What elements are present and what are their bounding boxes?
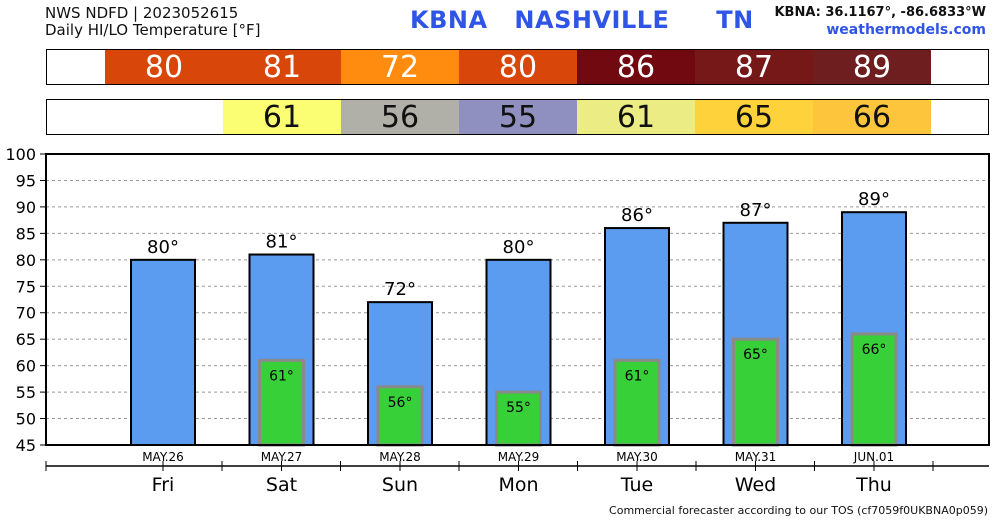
- lo-temp-cell: 65: [695, 100, 813, 135]
- x-day-label: Wed: [735, 474, 776, 496]
- hi-temp-cell: 81: [223, 50, 341, 85]
- y-tick-label: 80: [16, 251, 36, 270]
- lo-bar-label: 66°: [862, 342, 887, 358]
- lo-bar: [732, 337, 779, 447]
- hi-temp-cell: 89: [813, 50, 931, 85]
- hi-bar-label: 80°: [147, 237, 179, 258]
- lo-temperature-strip: 61 56 55 61 65 66: [46, 99, 989, 135]
- x-date-label: MAY.29: [498, 450, 540, 464]
- lo-bar: [850, 332, 898, 447]
- lo-temp-cell: 61: [223, 100, 341, 135]
- hi-temp-cell: 72: [341, 50, 459, 85]
- x-day-label: Tue: [620, 474, 653, 496]
- hi-temp-cell: 87: [695, 50, 813, 85]
- hi-temp-cell: 80: [105, 50, 223, 85]
- lo-temp-cell: 66: [813, 100, 931, 135]
- station-title: KBNA NASHVILLE TN: [410, 6, 754, 34]
- product-title: NWS NDFD | 2023052615: [45, 4, 239, 22]
- y-tick-label: 55: [16, 383, 36, 402]
- x-day-label: Mon: [498, 474, 538, 496]
- station-coordinates: KBNA: 36.1167°, -86.6833°W: [774, 5, 986, 20]
- lo-temp-cell: 55: [459, 100, 577, 135]
- lo-bar-label: 61°: [269, 368, 294, 384]
- y-tick-label: 70: [16, 304, 36, 323]
- station-city: NASHVILLE: [514, 6, 670, 34]
- station-state: TN: [716, 6, 754, 34]
- lo-temp-cell: 56: [341, 100, 459, 135]
- x-day-label: Thu: [855, 474, 892, 496]
- y-tick-label: 60: [16, 357, 36, 376]
- hi-temp-cell: 80: [459, 50, 577, 85]
- y-tick-label: 75: [16, 277, 36, 296]
- site-link[interactable]: weathermodels.com: [826, 22, 986, 38]
- x-date-label: MAY.26: [142, 450, 184, 464]
- hi-bar-label: 81°: [266, 232, 298, 253]
- product-subtitle: Daily HI/LO Temperature [°F]: [45, 21, 261, 39]
- lo-bar: [258, 358, 305, 447]
- x-day-label: Sat: [266, 474, 297, 496]
- y-tick-label: 50: [16, 410, 36, 429]
- lo-bar-label: 56°: [388, 395, 413, 411]
- lo-bar-label: 55°: [506, 400, 531, 416]
- x-date-label: MAY.31: [735, 450, 777, 464]
- plot-frame: [45, 153, 990, 446]
- x-date-label: MAY.27: [261, 450, 303, 464]
- y-tick-label: 95: [16, 171, 36, 190]
- hi-bar-label: 89°: [858, 189, 890, 210]
- hi-bar: [130, 258, 196, 447]
- y-tick-label: 85: [16, 224, 36, 243]
- x-day-label: Sun: [382, 474, 418, 496]
- y-tick-label: 45: [16, 436, 36, 455]
- lo-bar-label: 65°: [743, 347, 768, 363]
- x-date-label: JUN.01: [853, 450, 894, 464]
- x-day-label: Fri: [152, 474, 175, 496]
- lo-bar-label: 61°: [625, 368, 650, 384]
- temperature-chart: 45 50 55 60 65 70 75 80 85 90 95 100 80° 81° 61° 72° 56°…: [5, 145, 990, 496]
- y-tick-label: 90: [16, 198, 36, 217]
- y-tick-label: 100: [5, 145, 36, 164]
- x-date-label: MAY.28: [379, 450, 421, 464]
- y-tick-label: 65: [16, 330, 36, 349]
- hi-bar-label: 87°: [740, 200, 772, 221]
- hi-bar-label: 80°: [503, 237, 535, 258]
- hi-temperature-strip: 80 81 72 80 86 87 89: [46, 49, 989, 85]
- footer-note: Commercial forecaster according to our T…: [609, 504, 988, 517]
- lo-bar: [613, 358, 661, 447]
- hi-bar-label: 86°: [621, 205, 653, 226]
- hi-bar-label: 72°: [384, 279, 416, 300]
- x-date-label: MAY.30: [616, 450, 658, 464]
- lo-temp-cell: 61: [577, 100, 695, 135]
- station-code: KBNA: [410, 6, 488, 34]
- hi-temp-cell: 86: [577, 50, 695, 85]
